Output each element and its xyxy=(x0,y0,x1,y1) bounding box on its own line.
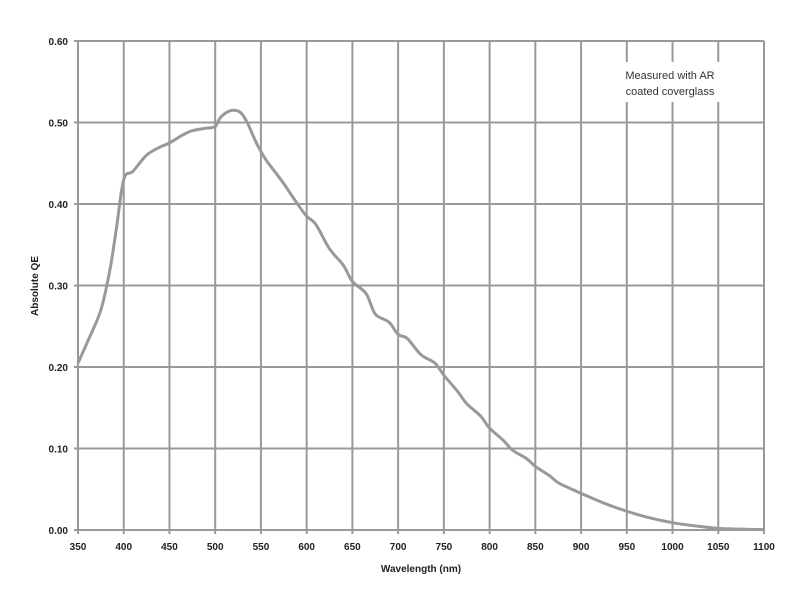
x-tick-labels: 350 400 450 500 550 600 650 700 750 800 850 900 950 1… xyxy=(70,542,776,553)
y-tick-label: 0.40 xyxy=(49,200,69,211)
x-tick-label: 850 xyxy=(527,542,544,553)
x-tick-label: 700 xyxy=(390,542,407,553)
x-tick-label: 500 xyxy=(207,542,224,553)
x-tick-label: 1000 xyxy=(661,542,684,553)
x-tick-label: 550 xyxy=(253,542,270,553)
x-tick-label: 600 xyxy=(298,542,315,553)
x-tick-label: 950 xyxy=(618,542,635,553)
y-tick-label: 0.20 xyxy=(49,363,69,374)
x-tick-label: 750 xyxy=(436,542,453,553)
grid xyxy=(74,40,765,534)
y-tick-label: 0.60 xyxy=(49,37,69,48)
x-tick-label: 400 xyxy=(115,542,132,553)
x-tick-label: 800 xyxy=(481,542,498,553)
x-tick-label: 650 xyxy=(344,542,361,553)
qe-curve xyxy=(76,108,765,532)
x-tick-label: 350 xyxy=(70,542,87,553)
annotation-line-1: Measured with AR xyxy=(625,70,714,82)
x-tick-label: 1050 xyxy=(707,542,730,553)
y-tick-label: 0.50 xyxy=(49,119,69,130)
y-axis-label: Absolute QE xyxy=(30,256,41,316)
x-tick-label: 1100 xyxy=(753,542,775,553)
x-axis-label: Wavelength (nm) xyxy=(381,564,461,575)
annotation-box xyxy=(602,62,742,102)
y-tick-labels: 0.00 0.10 0.20 0.30 0.40 0.50 0.60 xyxy=(49,37,69,537)
x-tick-label: 450 xyxy=(161,542,178,553)
annotation-line-2: coated coverglass xyxy=(626,86,715,98)
y-tick-label: 0.00 xyxy=(49,526,69,537)
y-tick-label: 0.10 xyxy=(49,445,69,456)
x-tick-label: 900 xyxy=(573,542,590,553)
y-tick-label: 0.30 xyxy=(49,282,69,293)
